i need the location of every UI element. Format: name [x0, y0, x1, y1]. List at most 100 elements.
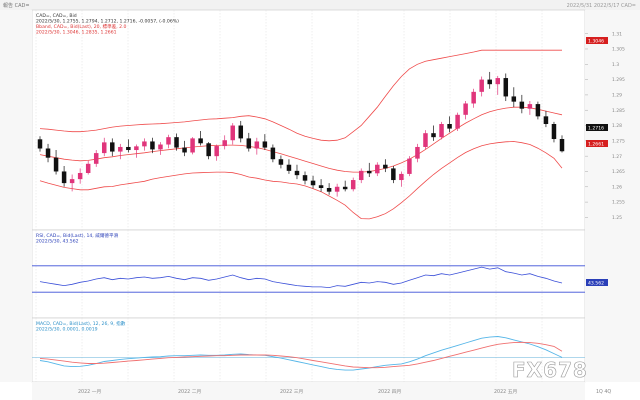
candle-up: [93, 153, 99, 164]
bband-upper-line: [39, 49, 562, 142]
svg-text:1.2661: 1.2661: [588, 142, 604, 148]
candle-down: [383, 164, 388, 169]
x-label-mar: 2022 三月: [280, 389, 303, 395]
price-axis: 1.311.3051.31.2951.291.2851.281.2751.271…: [585, 31, 625, 221]
candle-down: [45, 148, 51, 158]
candle-down: [559, 139, 565, 152]
candle-down: [367, 170, 372, 174]
candle-down: [150, 141, 155, 150]
right-axis-area: [585, 10, 640, 382]
upper-band-badge: 1.3046: [586, 37, 608, 45]
candle-down: [447, 124, 452, 129]
candle-down: [126, 146, 131, 151]
lower-band-badge: 1.2661: [586, 140, 608, 148]
last-price-badge: 1.2716: [586, 124, 608, 132]
main-legend-line2: 2022/5/30, 1.2755, 1.2794, 1.2712, 1.271…: [36, 19, 179, 25]
candle-up: [214, 146, 219, 157]
rsi-legend-line1: RSI, CAD=, Bid(Last), 14, 威爾德平滑: [36, 232, 119, 239]
candle-up: [375, 164, 380, 174]
price-tick-label: 1.285: [612, 108, 625, 114]
top-strip: [0, 0, 640, 10]
bband-lower-line: [39, 141, 563, 220]
candle-up: [222, 140, 227, 147]
candlesticks: [37, 71, 565, 197]
price-tick-label: 1.25: [612, 215, 622, 221]
candle-up: [69, 179, 75, 184]
x-axis-strip: [32, 382, 585, 400]
candle-up: [415, 146, 420, 159]
candle-down: [174, 137, 179, 148]
price-tick-label: 1.295: [612, 77, 625, 83]
candle-down: [310, 180, 316, 186]
x-label-jan: 2022 一月: [78, 389, 101, 395]
candle-down: [286, 164, 292, 171]
x-label-may: 2022 五月: [494, 389, 517, 395]
candle-up: [254, 141, 260, 149]
main-legend-line1: CAD=, CAD=, Bid: [36, 13, 77, 19]
bollinger-bands: [39, 49, 563, 220]
svg-text:43.562: 43.562: [588, 281, 604, 287]
price-panel: [31, 9, 586, 231]
candle-down: [487, 79, 492, 85]
x-right-label: 1Q 4Q: [596, 389, 611, 395]
price-tick-label: 1.27: [612, 154, 622, 160]
candle-up: [142, 141, 147, 147]
candle-up: [334, 186, 340, 192]
macd-legend-line2: 2022/5/30, 0.0001, 0.0019: [36, 327, 98, 333]
last-price-text: 1.2716: [588, 126, 604, 132]
candle-down: [262, 141, 268, 148]
rsi-panel: [31, 229, 586, 319]
candle-down: [519, 101, 525, 109]
candle-down: [37, 139, 43, 149]
candle-up: [134, 146, 139, 151]
macd-panel: [31, 317, 586, 383]
candle-down: [53, 157, 59, 172]
candle-up: [439, 124, 444, 138]
price-tick-label: 1.3: [612, 62, 619, 68]
candle-down: [543, 116, 549, 124]
candle-down: [61, 171, 67, 184]
candle-down: [551, 124, 557, 140]
candle-up: [407, 158, 412, 174]
candle-up: [399, 173, 404, 181]
candle-down: [503, 78, 509, 97]
candle-up: [190, 138, 195, 153]
macd-line: [39, 336, 563, 371]
candle-up: [527, 104, 533, 109]
candle-up: [495, 78, 501, 85]
top-right-label: 2022/5/31 2022/5/17 CAD=: [567, 3, 636, 9]
svg-text:1.3046: 1.3046: [588, 39, 604, 45]
price-tick-label: 1.275: [612, 138, 625, 144]
macd-lines: [32, 336, 585, 371]
price-tick-label: 1.29: [612, 93, 622, 99]
candle-up: [463, 103, 468, 115]
boll-legend-line1: Bband, CAD=, Bid(Last), 20, 標準差, 2.0: [36, 23, 127, 30]
candle-up: [350, 180, 356, 190]
candle-up: [118, 146, 123, 152]
boll-legend-line2: 2022/5/30, 1.3046, 1.2835, 1.2661: [36, 30, 117, 36]
price-tick-label: 1.305: [612, 47, 625, 53]
candle-up: [423, 133, 428, 147]
candle-down: [294, 170, 300, 176]
candle-down: [238, 125, 244, 139]
candle-down: [431, 133, 436, 138]
candle-up: [77, 173, 83, 180]
bband-middle-line: [39, 106, 563, 173]
candle-up: [358, 170, 364, 181]
rsi-line: [39, 266, 563, 289]
price-tick-label: 1.31: [612, 31, 622, 37]
candle-up: [230, 125, 235, 141]
candle-up: [85, 163, 91, 173]
candle-down: [206, 143, 211, 157]
candle-down: [318, 185, 324, 189]
price-tick-label: 1.26: [612, 184, 622, 190]
rsi-lines: [32, 265, 585, 293]
macd-legend-line1: MACD, CAD=, Bid(Last), 12, 26, 9, 指數: [36, 320, 126, 327]
left-margin: [0, 10, 32, 382]
fx678-watermark: FX678: [512, 358, 588, 382]
rsi-value-badge: 43.562: [586, 279, 608, 287]
top-left-label: 報告 CAD=: [3, 2, 30, 9]
price-tick-label: 1.255: [612, 200, 625, 206]
candle-up: [101, 142, 107, 154]
